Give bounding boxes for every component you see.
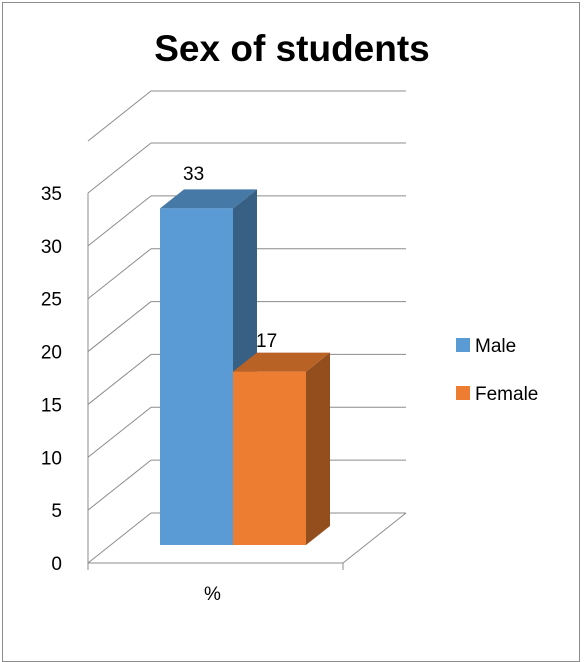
legend-label-female: Female <box>475 384 538 405</box>
x-tick-label: % <box>204 584 221 605</box>
y-tick-label: 25 <box>41 290 62 311</box>
gridline-side <box>87 512 152 564</box>
gridline-side <box>87 248 152 300</box>
legend-label-male: Male <box>475 336 516 357</box>
gridline-side <box>87 459 152 511</box>
gridline-side <box>87 195 152 247</box>
bar-top-female <box>233 352 330 372</box>
bar-side-female <box>306 352 330 545</box>
y-tick-label: 15 <box>41 395 62 416</box>
bar-male <box>160 208 233 545</box>
chart-title: Sex of students <box>154 28 430 69</box>
data-label-female: 17 <box>256 331 277 352</box>
data-label-male: 33 <box>183 164 204 185</box>
legend-swatch-male <box>456 338 470 352</box>
gridline-side <box>87 142 152 194</box>
y-tick-label: 20 <box>41 343 62 364</box>
y-tick-label: 35 <box>41 184 62 205</box>
floor-right-edge <box>342 512 407 564</box>
legend-swatch-female <box>456 386 470 400</box>
gridline-side <box>87 301 152 352</box>
gridline-side <box>87 406 152 458</box>
gridline-side <box>87 354 152 405</box>
gridline-side <box>87 90 152 142</box>
bar-top-male <box>160 189 257 209</box>
y-tick-label: 10 <box>41 448 62 469</box>
y-tick-label: 5 <box>51 501 62 522</box>
y-tick-label: 0 <box>51 554 62 575</box>
bar-female <box>233 371 306 545</box>
y-tick-label: 30 <box>41 237 62 258</box>
